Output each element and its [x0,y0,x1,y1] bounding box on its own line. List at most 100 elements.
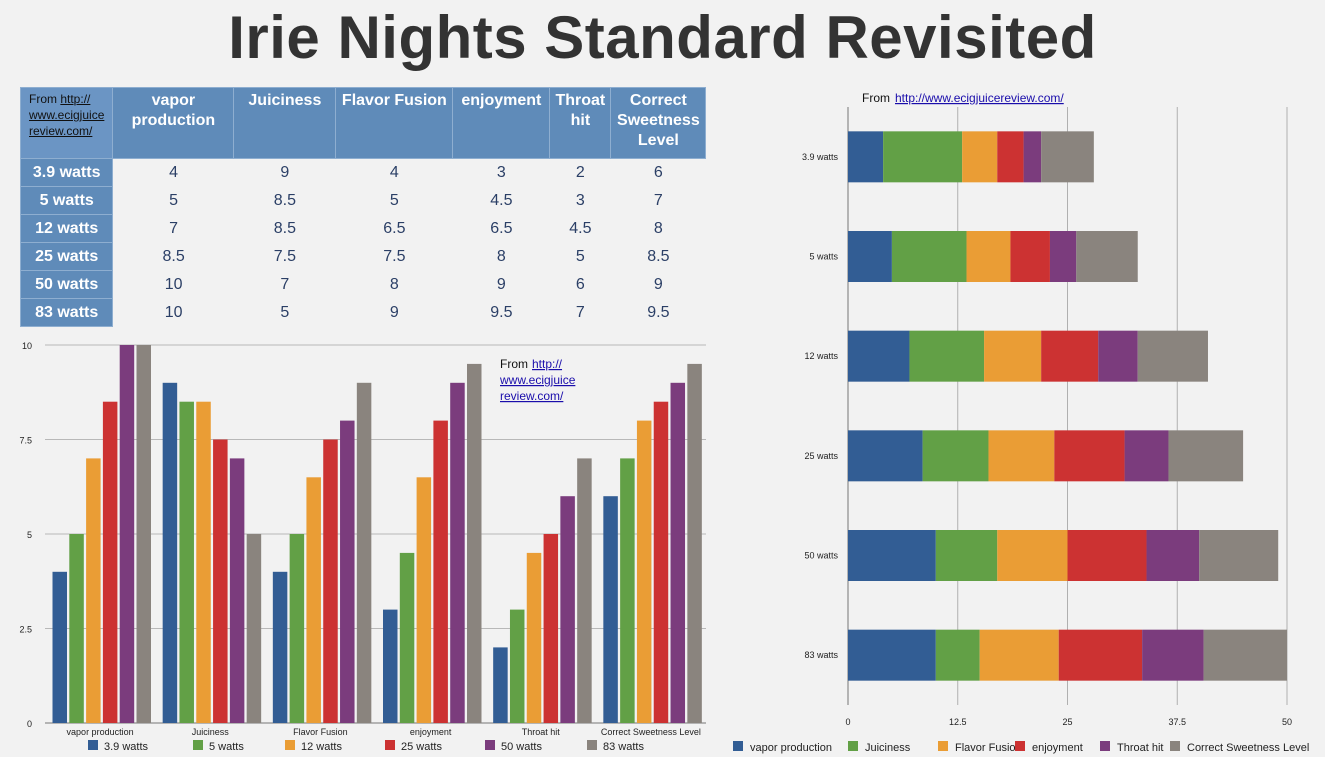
legend-label-correct-sweetness-level: Correct Sweetness Level [1187,742,1309,754]
bar-3-9-watts-flavor-fusion [962,131,998,183]
bar-50-watts-vapor-production [848,530,936,581]
bar-50-watts-correct-sweetness-level [1199,530,1279,581]
table-cell: 10 [164,275,183,293]
legend-swatch-50-watts [485,740,495,750]
table-cell: 2 [575,163,585,181]
legend-label-3-9-watts: 3.9 watts [104,741,149,753]
bar-chart-source-link-line-3[interactable]: review.com/ [500,389,564,403]
table-cell: 9 [496,275,506,293]
y-tick-label: 10 [22,341,32,351]
bar-juiciness-83-watts [246,534,262,723]
bar-enjoyment-3-9-watts [383,609,398,723]
x-tick-label: 0 [845,717,850,727]
table-source-prefix: From [29,92,61,106]
bar-enjoyment-25-watts [433,420,448,723]
table-cell: 8 [496,247,506,265]
x-tick-label: 25 [1062,717,1072,727]
bar-enjoyment-50-watts [450,382,465,723]
table-cell: 3 [575,191,585,209]
x-tick-label: Correct Sweetness Level [601,727,701,737]
bar-12-watts-flavor-fusion [984,330,1042,382]
table-cell: 6 [575,275,585,293]
bar-3-9-watts-enjoyment [997,131,1024,183]
bar-flavor-fusion-25-watts [323,439,338,723]
bar-vapor-production-5-watts [69,534,84,723]
legend-swatch-correct-sweetness-level [1170,741,1180,751]
bar-chart-source-prefix: From [500,357,528,371]
table-cell: 7.5 [273,247,296,265]
table-cell: 10 [164,303,183,321]
row-header: 83 watts [19,298,114,327]
legend-label-juiciness: Juiciness [865,742,911,754]
bar-enjoyment-83-watts [467,363,482,723]
bar-juiciness-3-9-watts [162,382,178,723]
bar-chart-source-link-line-2[interactable]: www.ecigjuice [499,373,576,387]
table-row: 3.9 watts 4 9 4 3 2 6 [19,158,706,187]
column-header-flavor-fusion: Flavor Fusion [335,87,454,159]
table-cell: 9 [653,275,663,293]
x-tick-label: 50 [1282,717,1292,727]
bar-5-watts-vapor-production [848,231,892,282]
bar-correct-sweetness-level-25-watts [653,401,669,723]
legend-label-83-watts: 83 watts [603,741,644,753]
bar-12-watts-enjoyment [1041,330,1099,382]
bar-25-watts-vapor-production [848,430,923,482]
table-cell: 4 [169,163,179,181]
column-header-juiciness: Juiciness [233,87,337,159]
bar-enjoyment-5-watts [399,552,415,723]
bar-correct-sweetness-level-12-watts [636,420,652,723]
legend-label-5-watts: 5 watts [209,741,244,753]
bar-throat-hit-5-watts [509,609,525,723]
table-row: 12 watts 7 8.5 6.5 6.5 4.5 8 [19,214,706,243]
table-cell: 9.5 [647,303,670,321]
page-title: Irie Nights Standard Revisited [228,4,1097,71]
bar-25-watts-juiciness [922,430,989,482]
table-cell: 5 [575,247,585,265]
bar-12-watts-juiciness [909,330,985,382]
column-header-correct-sweetness-level: Correct Sweetness Level [610,87,707,159]
bar-vapor-production-12-watts [86,458,101,723]
table-cell: 4.5 [569,219,592,237]
table-source-link-line-2: www.ecigjuice [29,108,105,122]
bar-12-watts-correct-sweetness-level [1137,330,1208,382]
hbar-chart-source-link[interactable]: http://www.ecigjuicereview.com/ [895,91,1064,105]
x-tick-label: vapor production [67,727,134,737]
table-row: 50 watts 10 7 8 9 6 9 [19,270,706,299]
bar-chart-source-link-line-1[interactable]: http:// [532,357,563,371]
row-header: 5 watts [19,186,114,215]
bar-12-watts-throat-hit [1098,330,1138,382]
table-cell: 7 [169,219,179,237]
y-tick-label: 5 [27,530,32,540]
bar-vapor-production-83-watts [136,345,151,723]
x-tick-label: enjoyment [410,727,452,737]
row-header: 50 watts [19,270,114,299]
bar-5-watts-enjoyment [1010,231,1050,282]
bar-83-watts-juiciness [935,629,980,681]
legend-swatch-enjoyment [1015,741,1025,751]
table-row: 83 watts 10 5 9 9.5 7 9.5 [19,298,706,327]
bar-83-watts-flavor-fusion [979,629,1059,681]
legend-swatch-3-9-watts [88,740,98,750]
legend-label-12-watts: 12 watts [301,741,342,753]
bar-50-watts-throat-hit [1146,530,1200,581]
legend-swatch-25-watts [385,740,395,750]
table-cell: 7 [575,303,585,321]
bar-5-watts-juiciness [891,231,967,282]
bar-5-watts-flavor-fusion [966,231,1011,282]
table-row: 25 watts 8.5 7.5 7.5 8 5 8.5 [19,242,706,271]
x-tick-label: Throat hit [522,727,561,737]
table-cell: 4.5 [490,191,513,209]
table-cell: 4 [389,163,399,181]
bar-12-watts-vapor-production [848,330,910,382]
bar-83-watts-enjoyment [1058,629,1143,681]
row-header: 12 watts [19,214,114,243]
bar-throat-hit-12-watts [526,552,542,723]
table-source-link[interactable]: http:// www.ecigjuice review.com/ [29,92,104,138]
bar-flavor-fusion-5-watts [289,534,305,723]
table-cell: 8 [389,275,399,293]
table-source-link-line-3: review.com/ [29,124,93,138]
bar-3-9-watts-correct-sweetness-level [1041,131,1094,183]
bar-50-watts-enjoyment [1067,530,1147,581]
bar-throat-hit-50-watts [560,496,575,723]
bar-juiciness-5-watts [179,401,194,723]
